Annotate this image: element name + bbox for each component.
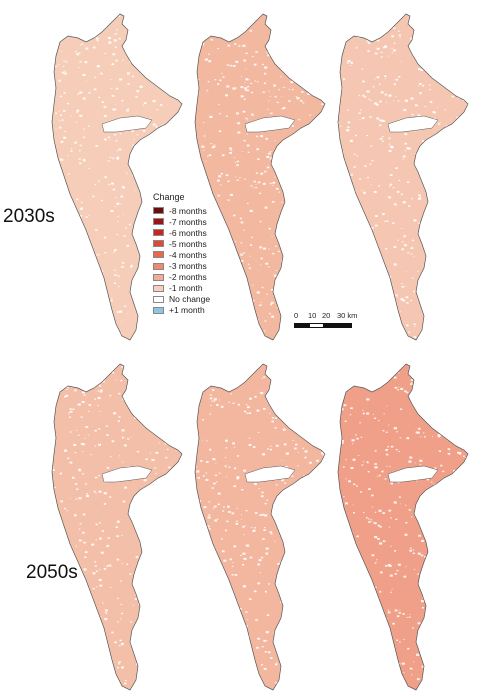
legend-label: +1 month: [169, 305, 205, 316]
coastline: [194, 13, 326, 341]
land-area: [52, 14, 182, 340]
legend-item: -8 months: [153, 205, 263, 216]
scale-tick-0: 0: [294, 311, 299, 320]
lake-area: [101, 465, 153, 483]
map-panel-2050s-2: [185, 362, 335, 692]
lake-area: [244, 115, 296, 133]
scale-bar: 0 10 20 30 km: [294, 311, 364, 335]
map-panel-2030s-2: [185, 12, 335, 342]
coastline: [51, 13, 183, 341]
land-area: [195, 364, 325, 690]
legend-label: No change: [169, 294, 211, 305]
map-panel-2030s-3: [328, 12, 478, 342]
legend-title: Change: [153, 192, 185, 202]
legend-label: -3 months: [169, 261, 207, 272]
legend-label: -5 months: [169, 238, 207, 249]
legend-label: -6 months: [169, 227, 207, 238]
coastline: [194, 363, 326, 691]
legend-label: -2 months: [169, 272, 207, 283]
scale-seg-3: [324, 323, 352, 328]
map-svg: [51, 13, 183, 341]
scale-seg-1: [294, 323, 309, 328]
legend-swatch: [153, 284, 164, 292]
legend-swatch: [153, 229, 164, 237]
legend-label: -4 months: [169, 249, 207, 260]
coastline: [51, 363, 183, 691]
row-label-2050s: 2050s: [26, 562, 78, 583]
map-svg: [194, 363, 326, 691]
map-panel-2030s-1: [42, 12, 192, 342]
map-svg: [337, 363, 469, 691]
coastline: [337, 363, 469, 691]
legend-swatch: [153, 273, 164, 281]
legend-item: -5 months: [153, 238, 263, 249]
legend-label: -7 months: [169, 216, 207, 227]
map-svg: [194, 13, 326, 341]
map-svg: [337, 13, 469, 341]
legend-swatch: [153, 207, 164, 215]
land-area: [338, 14, 468, 340]
scale-tick-20: 20: [322, 311, 331, 320]
map-panel-2050s-3: [328, 362, 478, 692]
legend-swatch: [153, 262, 164, 270]
lake-area: [244, 465, 296, 483]
legend-swatch: [153, 295, 164, 303]
legend-label: -1 month: [169, 283, 203, 294]
map-panel-2050s-1: [42, 362, 192, 692]
scale-seg-2: [309, 323, 324, 328]
legend-item: -6 months: [153, 227, 263, 238]
lake-area: [387, 465, 439, 483]
coastline: [337, 13, 469, 341]
lake-area: [387, 115, 439, 133]
legend-item: No change: [153, 294, 263, 305]
legend-swatch: [153, 240, 164, 248]
legend-item: -3 months: [153, 260, 263, 271]
legend-label: -8 months: [169, 205, 207, 216]
legend-item: -7 months: [153, 216, 263, 227]
land-area: [338, 364, 468, 690]
map-legend: Change -8 months -7 months -6 months -5 mon…: [153, 192, 263, 316]
scale-tick-10: 10: [308, 311, 317, 320]
legend-swatch: [153, 218, 164, 226]
legend-item: -1 month: [153, 283, 263, 294]
scale-labels: 0 10 20 30 km: [294, 311, 364, 321]
legend-item: +1 month: [153, 305, 263, 316]
legend-swatch: [153, 251, 164, 259]
scale-tick-30: 30 km: [337, 311, 358, 320]
legend-item: -4 months: [153, 249, 263, 260]
map-svg: [51, 363, 183, 691]
legend-items: -8 months -7 months -6 months -5 months -4 m…: [153, 205, 263, 316]
lake-area: [101, 115, 153, 133]
legend-swatch: [153, 306, 164, 314]
row-label-2030s: 2030s: [3, 206, 55, 227]
scale-bar-segments: [294, 323, 352, 328]
legend-item: -2 months: [153, 272, 263, 283]
